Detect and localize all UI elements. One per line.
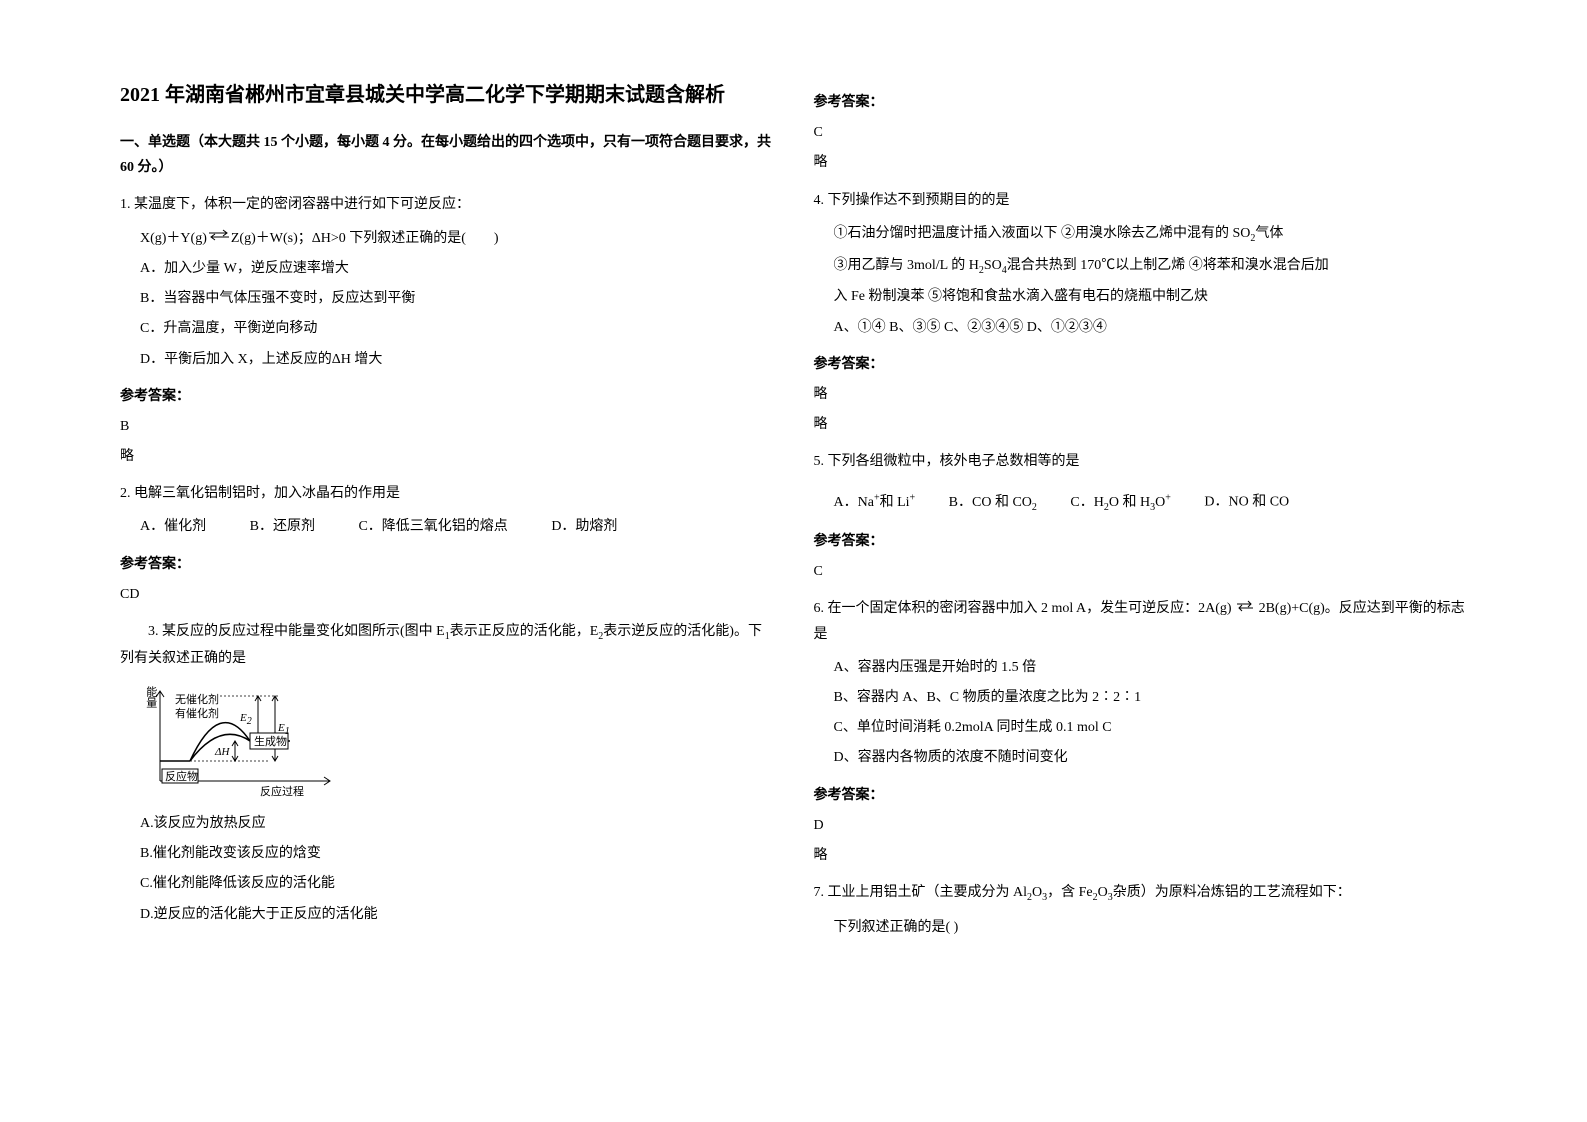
q3-opt-c: C.催化剂能降低该反应的活化能 (120, 871, 774, 896)
q4-stem: 4. 下列操作达不到预期目的的是 (814, 188, 1468, 213)
diagram-product: 生成物 (254, 733, 287, 753)
question-1: 1. 某温度下，体积一定的密闭容器中进行如下可逆反应： X(g)＋Y(g) Z(g… (120, 192, 774, 371)
q1-equation: X(g)＋Y(g) Z(g)＋W(s)；ΔH>0 下列叙述正确的是( ) (120, 226, 774, 251)
diagram-with-catalyst: 有催化剂 (175, 705, 219, 725)
energy-diagram: 能量 无催化剂 有催化剂 E2 E1 ΔH 生成物 反应物 反应过程 (140, 681, 340, 801)
q1-answer: B (120, 414, 774, 439)
q2-answer-label: 参考答案： (120, 552, 774, 577)
q3-answer: C (814, 120, 1468, 145)
q5-answer: C (814, 559, 1468, 584)
q4-line3: 入 Fe 粉制溴苯 ⑤将饱和食盐水滴入盛有电石的烧瓶中制乙炔 (814, 284, 1468, 309)
q4-note2: 略 (814, 412, 1468, 437)
q1-answer-label: 参考答案： (120, 384, 774, 409)
diagram-x-label: 反应过程 (260, 783, 304, 803)
q1-opt-d: D．平衡后加入 X，上述反应的ΔH 增大 (120, 347, 774, 372)
q1-eq-suffix: Z(g)＋W(s)；ΔH>0 下列叙述正确的是( ) (231, 231, 499, 246)
q3-stem-p1: 3. 某反应的反应过程中能量变化如图所示(图中 E (148, 624, 445, 639)
q2-opt-a: A．催化剂 (140, 519, 206, 534)
diagram-dh: ΔH (215, 743, 229, 763)
question-2: 2. 电解三氧化铝制铝时，加入冰晶石的作用是 A．催化剂 B．还原剂 C．降低三… (120, 481, 774, 539)
q4-answer-label: 参考答案： (814, 352, 1468, 377)
q3-stem: 3. 某反应的反应过程中能量变化如图所示(图中 E1表示正反应的活化能，E2表示… (120, 619, 774, 671)
q5-opt-b: B．CO 和 CO2 (949, 495, 1037, 510)
q5-stem: 5. 下列各组微粒中，核外电子总数相等的是 (814, 449, 1468, 474)
q6-opt-d: D、容器内各物质的浓度不随时间变化 (814, 745, 1468, 770)
q1-opt-c: C．升高温度，平衡逆向移动 (120, 316, 774, 341)
q6-opt-a: A、容器内压强是开始时的 1.5 倍 (814, 655, 1468, 680)
q3-opt-a: A.该反应为放热反应 (120, 811, 774, 836)
question-6: 6. 在一个固定体积的密闭容器中加入 2 mol A，发生可逆反应：2A(g) … (814, 596, 1468, 770)
q1-stem: 1. 某温度下，体积一定的密闭容器中进行如下可逆反应： (120, 192, 774, 217)
q2-opt-c: C．降低三氧化铝的熔点 (358, 519, 507, 534)
q4-opts: A、①④ B、③⑤ C、②③④⑤ D、①②③④ (814, 315, 1468, 340)
exam-title: 2021 年湖南省郴州市宜章县城关中学高二化学下学期期末试题含解析 (120, 80, 774, 110)
q5-opt-a: A．Na+和 Li+ (834, 495, 916, 510)
q2-opt-d: D．助熔剂 (551, 519, 617, 534)
q6-answer: D (814, 813, 1468, 838)
q2-opt-b: B．还原剂 (250, 519, 315, 534)
q6-stem: 6. 在一个固定体积的密闭容器中加入 2 mol A，发生可逆反应：2A(g) … (814, 596, 1468, 647)
q3-answer-label: 参考答案： (814, 90, 1468, 115)
question-7: 7. 工业上用铝土矿（主要成分为 Al2O3，含 Fe2O3杂质）为原料冶炼铝的… (814, 880, 1468, 940)
section-1-header: 一、单选题（本大题共 15 个小题，每小题 4 分。在每小题给出的四个选项中，只… (120, 130, 774, 180)
equilibrium-icon (1235, 596, 1255, 621)
q1-eq-prefix: X(g)＋Y(g) (140, 231, 207, 246)
q5-opt-c: C．H2O 和 H3O+ (1070, 495, 1170, 510)
q1-opt-a: A．加入少量 W，逆反应速率增大 (120, 256, 774, 281)
q3-opt-b: B.催化剂能改变该反应的焓变 (120, 841, 774, 866)
q5-options: A．Na+和 Li+ B．CO 和 CO2 C．H2O 和 H3O+ D．NO … (814, 489, 1468, 516)
left-column: 2021 年湖南省郴州市宜章县城关中学高二化学下学期期末试题含解析 一、单选题（… (100, 80, 794, 1082)
q5-opt-d: D．NO 和 CO (1204, 495, 1289, 510)
q6-note: 略 (814, 843, 1468, 868)
q4-line1: ①石油分馏时把温度计插入液面以下 ②用溴水除去乙烯中混有的 SO2气体 (814, 221, 1468, 248)
q4-note1: 略 (814, 382, 1468, 407)
q1-opt-b: B．当容器中气体压强不变时，反应达到平衡 (120, 286, 774, 311)
question-3: 3. 某反应的反应过程中能量变化如图所示(图中 E1表示正反应的活化能，E2表示… (120, 619, 774, 927)
q2-options: A．催化剂 B．还原剂 C．降低三氧化铝的熔点 D．助熔剂 (120, 514, 774, 539)
q6-answer-label: 参考答案： (814, 783, 1468, 808)
q2-stem: 2. 电解三氧化铝制铝时，加入冰晶石的作用是 (120, 481, 774, 506)
diagram-e2: E2 (240, 709, 252, 731)
q5-answer-label: 参考答案： (814, 529, 1468, 554)
equilibrium-icon (207, 226, 231, 251)
question-5: 5. 下列各组微粒中，核外电子总数相等的是 A．Na+和 Li+ B．CO 和 … (814, 449, 1468, 517)
diagram-reactant: 反应物 (165, 768, 198, 788)
question-4: 4. 下列操作达不到预期目的的是 ①石油分馏时把温度计插入液面以下 ②用溴水除去… (814, 188, 1468, 340)
diagram-y-label: 能量 (140, 686, 160, 708)
q2-answer: CD (120, 582, 774, 607)
q7-stem: 7. 工业上用铝土矿（主要成分为 Al2O3，含 Fe2O3杂质）为原料冶炼铝的… (814, 880, 1468, 907)
q3-opt-d: D.逆反应的活化能大于正反应的活化能 (120, 902, 774, 927)
q7-line2: 下列叙述正确的是( ) (814, 915, 1468, 940)
q6-opt-b: B、容器内 A、B、C 物质的量浓度之比为 2∶2∶1 (814, 685, 1468, 710)
right-column: 参考答案： C 略 4. 下列操作达不到预期目的的是 ①石油分馏时把温度计插入液… (794, 80, 1488, 1082)
q4-line2: ③用乙醇与 3mol/L 的 H2SO4混合共热到 170℃以上制乙烯 ④将苯和… (814, 253, 1468, 280)
q3-note: 略 (814, 150, 1468, 175)
q6-opt-c: C、单位时间消耗 0.2molA 同时生成 0.1 mol C (814, 715, 1468, 740)
q1-note: 略 (120, 444, 774, 469)
q3-stem-p2: 表示正反应的活化能，E (450, 624, 599, 639)
